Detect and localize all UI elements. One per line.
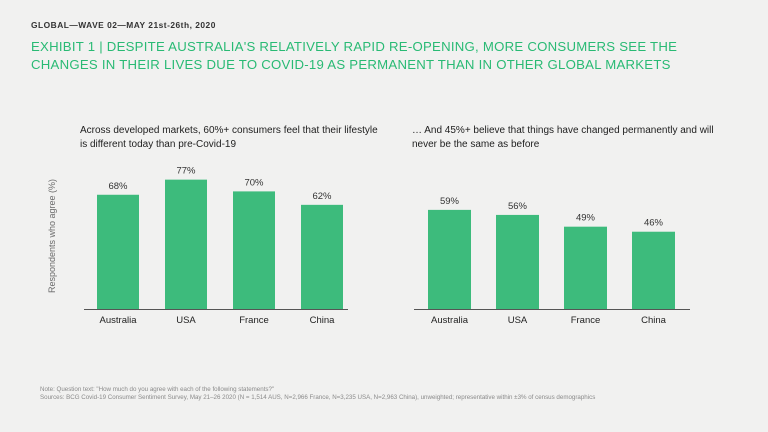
report-kicker: GLOBAL—WAVE 02—MAY 21st-26th, 2020 [31,20,216,30]
data-label-china: 62% [312,191,332,202]
bar-france [564,226,607,309]
data-label-usa: 77% [176,166,196,177]
sources-note: Sources: BCG Covid-19 Consumer Sentiment… [40,394,596,401]
category-label-usa: USA [176,315,196,326]
category-label-china: China [310,315,336,326]
bar-usa [165,179,207,309]
category-label-france: France [239,315,269,326]
data-label-france: 49% [576,213,596,224]
footnote: Note: Question text: "How much do you ag… [40,386,620,402]
bar-australia [428,209,471,309]
bar-china [632,231,675,309]
category-label-france: France [571,315,601,326]
bar-usa [496,214,539,309]
category-label-australia: Australia [100,315,138,326]
category-label-australia: Australia [431,315,469,326]
data-label-australia: 59% [440,196,460,207]
data-label-australia: 68% [108,181,128,192]
bar-france [233,191,275,309]
right-chart-title: … And 45%+ believe that things have chan… [412,125,714,150]
category-label-china: China [641,315,667,326]
question-note: Note: Question text: "How much do you ag… [40,386,275,393]
bar-china [301,204,343,309]
data-label-china: 46% [644,218,664,229]
left-chart-title: Across developed markets, 60%+ consumers… [80,125,378,150]
exhibit-headline: EXHIBIT 1 | DESPITE AUSTRALIA'S RELATIVE… [31,39,678,72]
category-label-usa: USA [508,315,528,326]
data-label-usa: 56% [508,201,528,212]
bar-australia [97,194,139,309]
data-label-france: 70% [244,177,264,188]
